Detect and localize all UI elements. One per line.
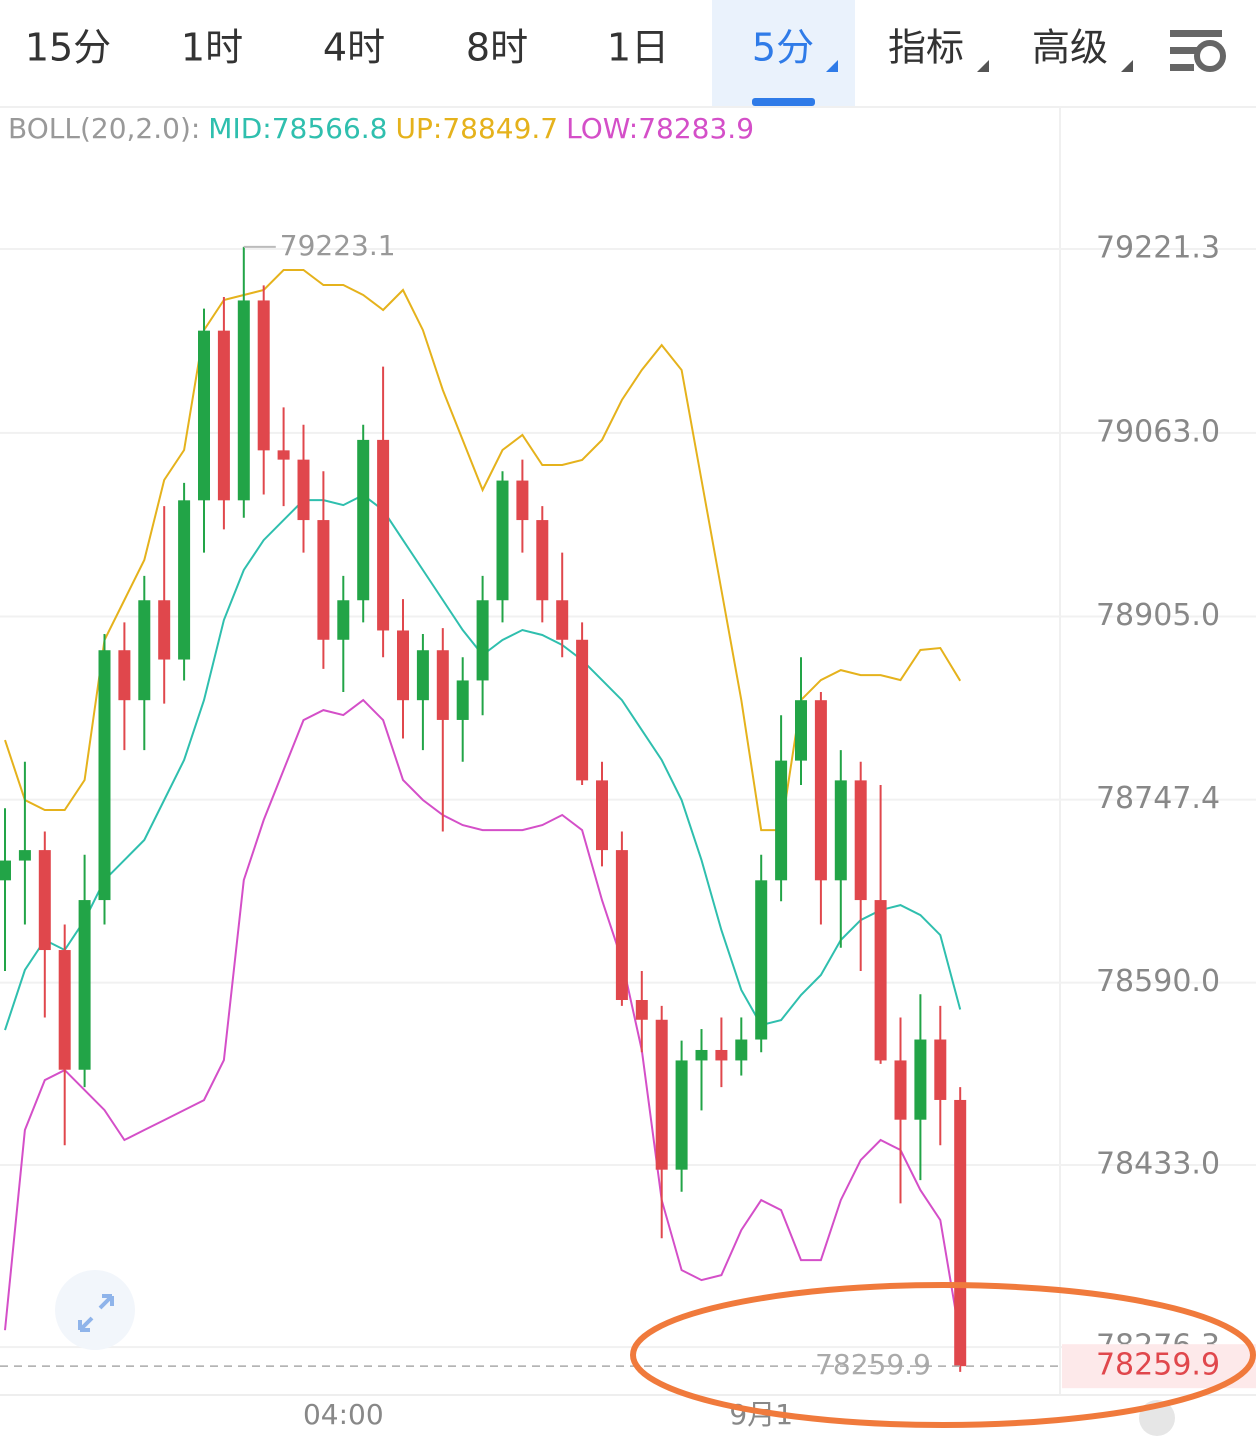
legend-item: MID:78566.8 (208, 112, 387, 145)
candle-body (297, 459, 310, 521)
tab[interactable]: 高级 (1032, 26, 1108, 70)
candle-body (596, 780, 608, 851)
candle-body (655, 1019, 668, 1170)
y-tick-label: 79063.0 (1096, 414, 1220, 449)
candle-body (516, 480, 529, 521)
candle-body (755, 880, 768, 1040)
high-marker-label: 79223.1 (280, 229, 396, 262)
tab[interactable]: 1日 (607, 26, 669, 70)
last-price-axis-label: 78259.9 (1096, 1348, 1220, 1383)
y-tick-label: 78747.4 (1096, 781, 1220, 816)
expand-button[interactable] (55, 1270, 135, 1350)
dropdown-arrow (1121, 60, 1133, 72)
boll-line (4, 698, 962, 1339)
candle-body (874, 900, 887, 1061)
candle-body (397, 630, 409, 701)
candle-body (635, 1000, 648, 1020)
x-tick-label: 04:00 (303, 1398, 384, 1431)
candle-body (914, 1039, 927, 1120)
legend-item: LOW:78283.9 (566, 112, 754, 145)
tab[interactable]: 1时 (181, 26, 243, 70)
candle-body (198, 330, 210, 501)
tab[interactable]: 4时 (323, 26, 385, 70)
candle-body (377, 439, 390, 631)
candle-body (58, 950, 71, 1070)
candle-body (675, 1060, 688, 1170)
dropdown-arrow (977, 60, 989, 72)
candle-body (38, 850, 51, 951)
candle-body (217, 330, 230, 501)
y-tick-label: 78590.0 (1096, 964, 1220, 999)
dropdown-arrow (826, 60, 838, 72)
candle-body (615, 850, 628, 1001)
candle-body (118, 650, 131, 701)
candle-body (18, 850, 31, 861)
last-price-chart-label: 78259.9 (815, 1348, 931, 1381)
candle-body (496, 480, 509, 601)
tab[interactable]: 15分 (25, 26, 111, 70)
legend-item: UP:78849.7 (396, 112, 559, 145)
tab[interactable]: 指标 (888, 26, 964, 70)
annotation-ellipse (630, 1282, 1256, 1428)
tab-active[interactable]: 5分 (752, 26, 814, 70)
candle-body (337, 600, 350, 640)
candle-body (456, 680, 469, 720)
candle-body (78, 900, 91, 1070)
tab[interactable]: 8时 (466, 26, 528, 70)
candle-body (0, 860, 11, 881)
candle-body (735, 1039, 748, 1061)
candle-body (277, 450, 290, 460)
candle-body (357, 439, 370, 601)
candle-body (576, 639, 589, 781)
last-price-box (1062, 1344, 1256, 1389)
candle-body (138, 600, 151, 701)
candle-body (98, 650, 111, 901)
candle-body (954, 1099, 967, 1367)
candle-body (317, 520, 330, 640)
y-tick-label: 79221.3 (1096, 230, 1220, 265)
candle-body (257, 300, 270, 451)
candle-body (814, 700, 827, 881)
plot: 79223.1 (0, 229, 1256, 1372)
candle-body (715, 1049, 728, 1061)
candle-body (934, 1039, 947, 1100)
candle-body (416, 650, 429, 701)
candle-body (476, 600, 489, 681)
candle-body (834, 780, 847, 881)
active-tab-bg (712, 0, 855, 107)
candle-body (237, 300, 250, 501)
candle-body (894, 1060, 907, 1120)
candle-body (436, 650, 449, 720)
active-tab-underline (752, 98, 815, 106)
candle-body (695, 1049, 708, 1061)
y-tick-label: 78433.0 (1096, 1147, 1220, 1182)
y-tick-label: 78905.0 (1096, 598, 1220, 633)
candle-body (158, 600, 171, 660)
candle-body (536, 520, 549, 601)
candle-body (854, 780, 867, 901)
candle-body (775, 760, 788, 881)
settings-icon[interactable] (1170, 30, 1226, 72)
candle-body (178, 500, 191, 660)
legend-item: BOLL(20,2.0): (8, 112, 200, 145)
expand-icon (78, 1294, 114, 1332)
candle-body (795, 700, 807, 761)
candle-body (556, 600, 569, 640)
